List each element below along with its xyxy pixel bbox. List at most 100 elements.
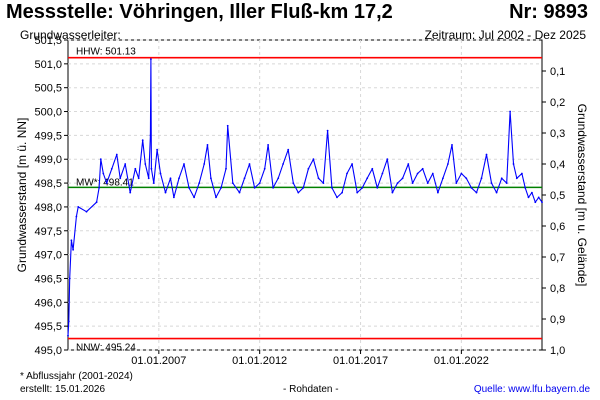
data-point [475, 191, 478, 194]
data-point [537, 196, 540, 199]
data-point [149, 134, 152, 137]
reference-label: NNW: 495.24 [76, 343, 136, 354]
data-point [480, 177, 483, 180]
data-point [156, 148, 159, 151]
y-tick-label-left: 498,0 [34, 202, 62, 214]
data-point [391, 191, 394, 194]
data-point [150, 167, 153, 170]
data-point [267, 144, 269, 146]
created-date: erstellt: 15.01.2026 [20, 384, 106, 395]
data-point [326, 129, 329, 132]
data-point [386, 158, 389, 161]
reference-label: MW*: 498.41 [76, 177, 134, 188]
data-point [431, 172, 434, 175]
data-point [505, 182, 508, 185]
data-point [115, 153, 118, 156]
series-layer [67, 58, 543, 337]
data-point [524, 186, 527, 189]
data-point [220, 186, 223, 189]
data-point [159, 172, 162, 175]
data-point [292, 182, 295, 185]
data-point [134, 167, 137, 170]
data-point [98, 186, 100, 189]
data-point [455, 182, 458, 185]
data-point [210, 177, 212, 180]
data-point [451, 144, 453, 146]
reference-lines: HHW: 501.13 MW*: 498.41 NNW: 495.24 [68, 47, 542, 354]
data-point [226, 124, 229, 127]
y-tick-label-right: 0,1 [550, 66, 565, 78]
data-point [366, 177, 369, 180]
data-point [95, 201, 98, 204]
y-tick-label-left: 501,0 [34, 59, 62, 71]
data-point [396, 182, 399, 185]
data-point [515, 177, 518, 180]
data-point [253, 186, 256, 189]
y-tick-label-right: 0,4 [550, 159, 565, 171]
data-point [77, 206, 80, 208]
data-point [317, 177, 320, 180]
data-point [527, 196, 530, 199]
y-tick-label-left: 500,0 [34, 107, 62, 119]
data-point [258, 182, 261, 185]
footnote: * Abflussjahr (2001-2024) [20, 371, 133, 382]
data-point [541, 201, 543, 204]
data-point [67, 334, 69, 337]
data-point [243, 177, 246, 180]
data-point [361, 186, 364, 189]
data-point [129, 191, 132, 194]
data-point [426, 182, 429, 185]
data-point [416, 172, 419, 175]
data-point [248, 163, 251, 165]
y-tick-label-left: 495,0 [34, 345, 62, 357]
data-point [521, 172, 523, 175]
y-tick-label-right: 0,8 [550, 283, 565, 295]
period-label: Zeitraum: Jul 2002 - Dez 2025 [424, 28, 586, 42]
page-title: Messstelle: Vöhringen, Iller Fluß-km 17,… [6, 1, 393, 23]
station-number: Nr: 9893 [509, 1, 588, 23]
data-point [68, 277, 71, 280]
source-link[interactable]: Quelle: www.lfu.bayern.de [473, 384, 590, 395]
data-point [183, 163, 185, 165]
y-tick-label-left: 496,0 [34, 297, 62, 309]
data-point [490, 182, 493, 185]
data-point [307, 167, 310, 170]
data-point [287, 148, 290, 151]
y-tick-label-right: 1,0 [550, 345, 565, 357]
y-tick-label-left: 499,5 [34, 130, 62, 142]
data-point [322, 182, 325, 185]
y-tick-label-left: 495,5 [34, 321, 62, 333]
data-point [75, 215, 78, 218]
y-tick-label-left: 498,5 [34, 178, 62, 190]
data-point [495, 191, 498, 194]
y-axis-label-right: Grundwasserstand [m u. Gelände] [575, 104, 589, 287]
reference-label: HHW: 501.13 [76, 47, 136, 58]
y-axis-label-left: Grundwasserstand [m ü. NN] [15, 118, 29, 273]
data-point [470, 186, 473, 189]
data-point [144, 163, 147, 165]
data-point [119, 177, 122, 180]
y-tick-label-left: 496,5 [34, 273, 62, 285]
data-point [137, 177, 140, 180]
data-point [164, 191, 167, 194]
data-point [215, 196, 217, 199]
data-point [331, 186, 333, 189]
y-tick-label-right: 0,3 [550, 128, 565, 140]
data-point [231, 182, 234, 185]
data-point [421, 167, 424, 170]
data-point [173, 196, 175, 199]
data-point [509, 110, 511, 113]
data-point [169, 177, 172, 180]
aquifer-label: Grundwasserleiter: [20, 28, 121, 42]
y-tick-label-left: 500,5 [34, 83, 62, 95]
data-point [72, 248, 74, 251]
y-tick-label-right: 0,2 [550, 97, 565, 109]
data-point [152, 182, 155, 185]
plot-area [67, 39, 543, 351]
data-point [346, 172, 348, 175]
data-point [485, 153, 488, 156]
data-point [341, 191, 343, 194]
series-line [67, 58, 543, 336]
data-point [124, 163, 127, 165]
data-point [141, 139, 144, 142]
